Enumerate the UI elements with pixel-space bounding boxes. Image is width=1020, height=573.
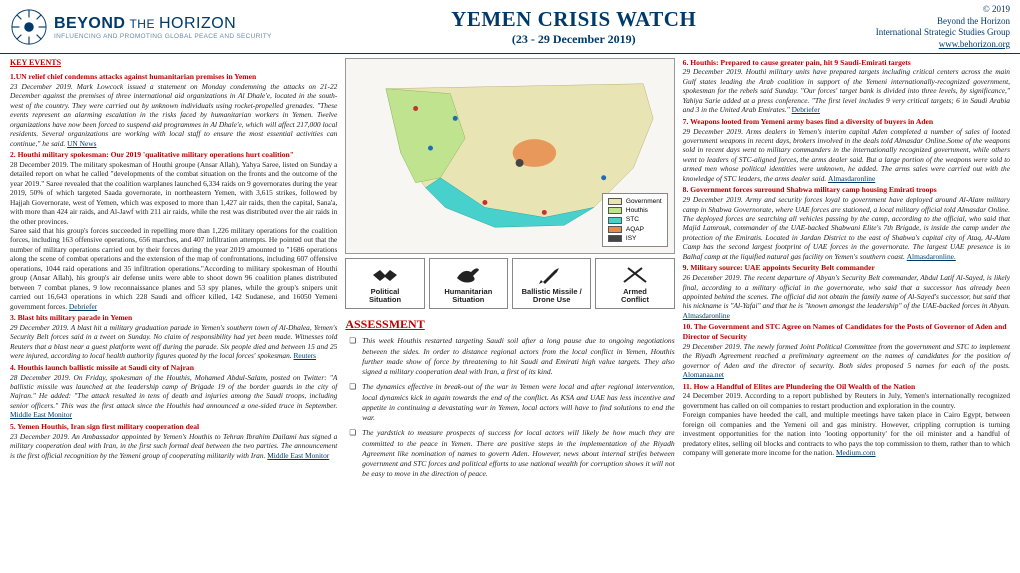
para-8: 29 December 2019. Army and security forc… (683, 195, 1010, 261)
body: KEY EVENTS 1.UN relief chief condemns at… (0, 54, 1020, 493)
dove-icon (432, 262, 505, 288)
copyright: © 2019 (876, 4, 1010, 16)
rifles-icon (598, 262, 671, 288)
logo-beyond: BEYOND (54, 15, 125, 33)
legend-row: AQAP (608, 225, 662, 234)
para-2b: Saree said that his group's forces succe… (10, 226, 337, 311)
logo-the: THE (129, 17, 155, 31)
headline-11: 11. How a Handful of Elites are Plunderi… (683, 382, 1010, 392)
assessment-list: ❏This week Houthis restarted targeting S… (345, 336, 674, 484)
headline-4: 4. Houthis launch ballistic missile at S… (10, 363, 337, 373)
src-2[interactable]: Debriefer (69, 302, 97, 311)
para-11a: 24 December 2019. According to a report … (683, 391, 1010, 410)
src-5[interactable]: Middle East Monitor (267, 451, 329, 460)
headline-10: 10. The Government and STC Agree on Name… (683, 322, 1010, 341)
headline-5: 5. Yemen Houthis, Iran sign first milita… (10, 422, 337, 432)
src-7[interactable]: Almasdaronline (828, 174, 875, 183)
situation-row: Political Situation Humanitarian Situati… (345, 258, 674, 309)
headline-2: 2. Houthi military spokesman: Our 2019 '… (10, 150, 337, 160)
src-3[interactable]: Reuters (293, 351, 316, 360)
key-events-label: KEY EVENTS (10, 58, 337, 68)
para-2a: 28 December 2019. The military spokesman… (10, 160, 337, 226)
headline-3: 3. Blast hits military parade in Yemen (10, 313, 337, 323)
src-1[interactable]: UN News (67, 139, 96, 148)
assess-item: ❏The dynamics effective in break-out of … (349, 382, 674, 423)
headline-1: 1.UN relief chief condemns attacks again… (10, 72, 337, 82)
headline-7: 7. Weapons looted from Yemeni army bases… (683, 117, 1010, 127)
handshake-icon (348, 262, 421, 288)
para-1: 23 December 2019. Mark Lowcock issued a … (10, 82, 337, 148)
src-11[interactable]: Medium.com (836, 448, 876, 457)
src-9[interactable]: Almasdaronline (683, 311, 730, 320)
org-line2: International Strategic Studies Group (876, 27, 1010, 39)
headline-8: 8. Government forces surround Shabwa mil… (683, 185, 1010, 195)
date-range: (23 - 29 December 2019) (272, 32, 876, 47)
meta: © 2019 Beyond the Horizon International … (876, 4, 1010, 51)
sit-missile: Ballistic Missile / Drone Use (512, 258, 591, 309)
logo: BEYOND THE HORIZON INFLUENCING AND PROMO… (10, 8, 272, 46)
mid-column: Government Houthis STC AQAP ISY Politica… (345, 58, 674, 485)
para-5: 23 December 2019. An Ambassador appointe… (10, 432, 337, 460)
legend-row: STC (608, 215, 662, 224)
sit-political: Political Situation (345, 258, 424, 309)
para-6: 29 December 2019. Houthi military units … (683, 67, 1010, 114)
legend-row: ISY (608, 234, 662, 243)
left-column: KEY EVENTS 1.UN relief chief condemns at… (10, 58, 337, 485)
assess-item: ❏This week Houthis restarted targeting S… (349, 336, 674, 377)
yemen-map: Government Houthis STC AQAP ISY (345, 58, 674, 254)
missile-icon (515, 262, 588, 288)
para-10: 29 December 2019. The newly formed Joint… (683, 342, 1010, 380)
logo-icon (10, 8, 48, 46)
legend-row: Houthis (608, 206, 662, 215)
para-7: 29 December 2019. Arms dealers in Yemen'… (683, 127, 1010, 184)
para-3: 29 December 2019. A blast hit a military… (10, 323, 337, 361)
map-legend: Government Houthis STC AQAP ISY (602, 193, 668, 246)
logo-horizon: HORIZON (159, 15, 236, 33)
assessment-title: ASSESSMENT (345, 317, 674, 332)
para-4: 28 December 2019. On Friday, spokesman o… (10, 373, 337, 420)
sit-conflict: Armed Conflict (595, 258, 674, 309)
right-column: 6. Houthis: Prepared to cause greater pa… (683, 58, 1010, 485)
title-block: YEMEN CRISIS WATCH (23 - 29 December 201… (272, 7, 876, 47)
page-title: YEMEN CRISIS WATCH (272, 7, 876, 32)
assess-item: ❏The yardstick to measure prospects of s… (349, 428, 674, 479)
headline-9: 9. Military source: UAE appoints Securit… (683, 263, 1010, 273)
sit-humanitarian: Humanitarian Situation (429, 258, 508, 309)
src-8[interactable]: Almasdaronline. (907, 252, 956, 261)
header: BEYOND THE HORIZON INFLUENCING AND PROMO… (0, 0, 1020, 54)
para-9: 26 December 2019. The recent departure o… (683, 273, 1010, 320)
src-4[interactable]: Middle East Monitor (10, 410, 72, 419)
logo-tagline: INFLUENCING AND PROMOTING GLOBAL PEACE A… (54, 33, 272, 40)
legend-row: Government (608, 197, 662, 206)
para-11b: Foreign companies have heeded the call, … (683, 410, 1010, 457)
org-line1: Beyond the Horizon (876, 16, 1010, 28)
headline-6: 6. Houthis: Prepared to cause greater pa… (683, 58, 1010, 68)
src-10[interactable]: Alomanaa.net (683, 370, 724, 379)
src-6[interactable]: Debriefer (792, 105, 820, 114)
org-url[interactable]: www.behorizon.org (939, 39, 1010, 49)
